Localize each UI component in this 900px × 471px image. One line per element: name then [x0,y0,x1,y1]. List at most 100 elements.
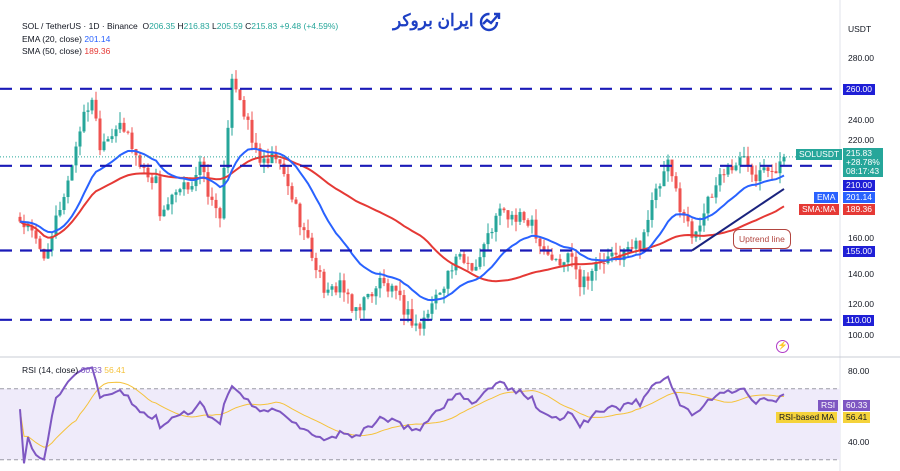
sma-label: SMA (50, close) [22,46,82,56]
candle-body [662,171,666,187]
ema-value: 201.14 [84,33,111,44]
candle-body [522,212,526,221]
candle-body [290,186,294,200]
candle-body [710,196,714,198]
candle-body [154,176,158,183]
candle-body [462,254,466,263]
candle-body [310,237,314,258]
high-label: H [177,21,184,31]
ema-label: EMA (20, close) [22,33,82,44]
candle-body [526,220,530,226]
change-value: +9.48 (+4.59%) [279,21,339,31]
candle-body [658,186,662,189]
candle-body [30,225,34,231]
candle-body [110,136,114,140]
candle-body [74,146,78,166]
candle-body [278,159,282,164]
candle-body [690,221,694,238]
candle-body [366,293,370,298]
candle-body [550,254,554,260]
candle-body [50,235,54,251]
logo-chart-icon [479,12,500,32]
rsi-axis-tick: 40.00 [848,437,870,447]
candle-body [54,215,58,236]
rsi-ma-tag: RSI-based MA [776,412,838,423]
candle-body [46,250,50,259]
candle-body [454,256,458,271]
candle-body [178,189,182,193]
ema-legend[interactable]: EMA (20, close) 201.14 [22,33,338,46]
axis-tick: 120.00 [848,299,874,309]
uptrend-annotation[interactable]: Uptrend line [733,229,791,249]
candle-body [86,110,90,112]
bar-countdown: 08:17:43 [846,166,880,176]
candle-body [82,111,86,132]
candle-body [722,174,726,176]
candle-body [530,219,534,226]
candle-body [410,309,414,326]
candle-body [102,141,106,151]
candle-body [182,182,186,190]
candle-body [130,132,134,150]
candle-body [42,248,46,259]
rsi-label: RSI (14, close) [22,365,79,375]
candle-body [378,277,382,289]
candle-body [206,172,210,197]
candle-body [190,186,194,190]
candle-body [646,219,650,233]
candle-body [486,233,490,245]
candle-body [222,167,226,219]
rsi-tag: RSI [818,400,839,411]
candle-body [494,215,498,232]
candle-body [762,167,766,171]
candle-body [766,167,770,171]
candle-body [586,276,590,281]
candle-body [270,153,274,164]
candle-body [90,99,94,111]
candle-body [158,176,162,217]
candle-body [778,161,782,174]
level-260-badge: 260.00 [843,84,875,95]
candle-body [602,263,606,265]
candle-body [570,253,574,257]
candle-body [738,157,742,166]
candle-body [734,165,738,171]
candle-body [534,219,538,239]
candle-body [730,165,734,171]
candle-body [418,323,422,329]
sma-price-badge: 189.36 [843,204,875,215]
candle-body [510,214,514,220]
candle-body [746,156,750,166]
candle-body [562,262,566,266]
logo-text: ایران بروکر [393,11,474,30]
rsi-ma-value: 56.41 [104,365,126,375]
close-label: C [245,21,252,31]
candle-body [590,270,594,281]
candle-body [450,270,454,272]
candle-body [538,238,542,247]
lightning-icon[interactable]: ⚡ [776,340,789,353]
candle-body [478,257,482,267]
candle-body [558,258,562,266]
close-value: 215.83 [251,21,278,31]
sma-legend[interactable]: SMA (50, close) 189.36 [22,45,338,58]
candle-body [718,174,722,186]
level-155-badge: 155.00 [843,246,875,257]
candle-body [170,194,174,205]
candle-body [282,163,286,175]
sma-tag: SMA:MA [799,204,839,215]
candle-body [150,177,154,183]
rsi-line [19,366,785,464]
candle-body [506,210,510,220]
candle-body [714,185,718,198]
currency-label[interactable]: USDT [848,24,872,34]
candle-body [386,283,390,292]
candle-body [286,174,290,187]
candle-body [626,247,630,250]
candle-body [234,78,238,90]
candle-body [306,230,310,238]
candle-body [630,247,634,249]
candle-body [166,204,170,210]
rsi-legend[interactable]: RSI (14, close) 60.33 56.41 [22,365,126,375]
axis-tick: 240.00 [848,115,874,125]
